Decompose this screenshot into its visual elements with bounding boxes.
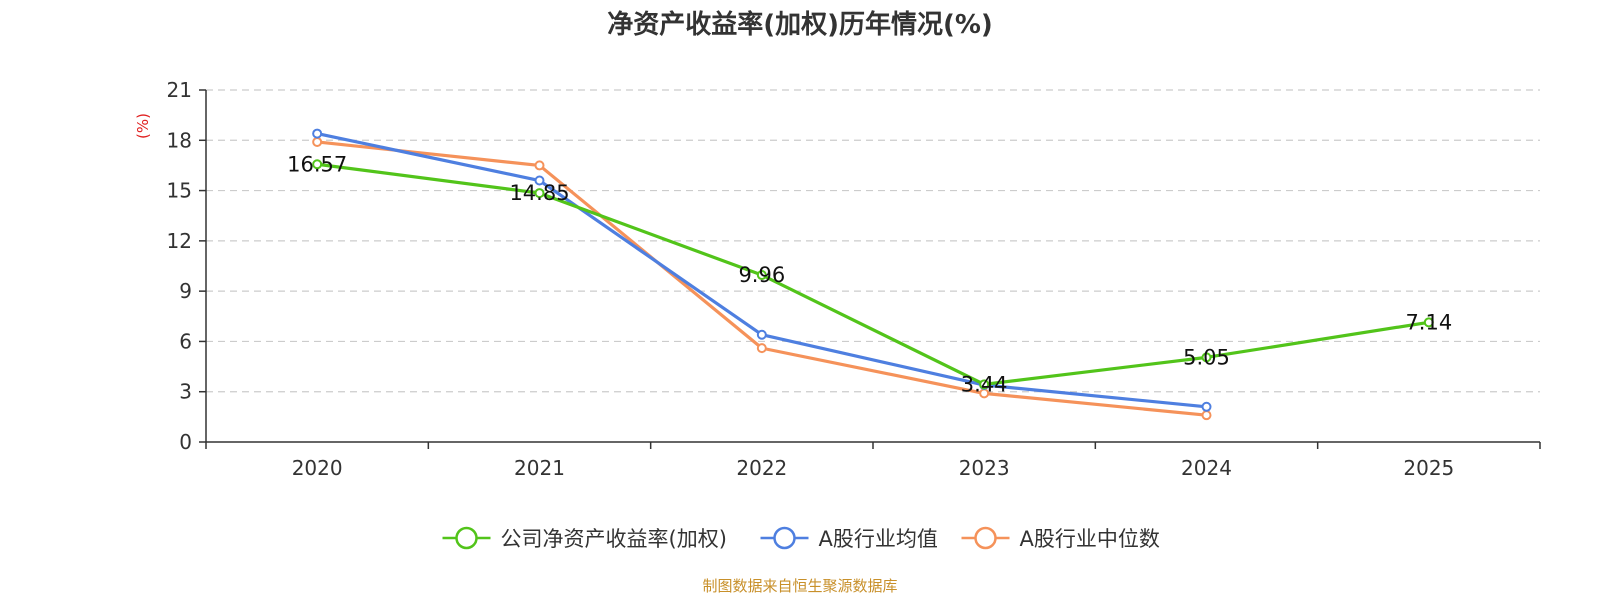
data-point[interactable] [756,329,767,340]
y-tick-label: 18 [167,128,192,152]
legend-marker-icon [455,526,478,550]
data-point[interactable] [979,379,990,390]
y-tick-label: 3 [179,380,192,404]
data-point[interactable] [756,270,767,281]
x-tick-label: 2021 [514,456,565,480]
data-point[interactable] [1423,317,1434,328]
series-layer [312,128,1434,421]
data-label: 16.57 [287,152,347,176]
y-axis-ticks: 0 3 6 9 12 15 18 21 [167,78,206,454]
chart-title: 净资产收益率(加权)历年情况(%) [607,9,993,40]
data-point[interactable] [534,188,545,199]
y-tick-label: 15 [167,179,192,203]
data-point[interactable] [756,343,767,354]
data-point[interactable] [1201,401,1212,412]
x-tick-label: 2023 [959,456,1010,480]
y-tick-label: 6 [179,329,192,353]
legend-label: A股行业均值 [819,527,938,551]
series-2 [312,136,1212,421]
data-label: 14.85 [509,181,569,205]
data-label: 3.44 [961,372,1008,396]
legend-marker-icon [974,526,997,550]
grid-lines [206,89,1540,393]
series-line [316,162,1430,386]
x-axis-ticks: 2020 2021 2022 2023 2024 2025 [205,442,1541,480]
data-labels: 16.57 14.85 9.96 3.44 5.05 7.14 [287,152,1452,396]
data-point[interactable] [534,160,545,171]
data-label: 9.96 [738,263,785,287]
data-point[interactable] [1201,352,1212,363]
axes [205,90,1540,443]
legend[interactable]: 公司净资产收益率(加权) A股行业均值 A股行业中位数 [442,526,1160,551]
data-point[interactable] [312,136,323,147]
data-point[interactable] [1201,410,1212,421]
series-0 [312,159,1434,390]
y-tick-label: 0 [179,430,192,454]
source-note: 制图数据来自恒生聚源数据库 [702,577,897,595]
x-tick-label: 2020 [292,456,343,480]
data-label: 7.14 [1405,310,1452,334]
x-tick-label: 2024 [1181,456,1232,480]
legend-label: 公司净资产收益率(加权) [501,527,727,551]
legend-item[interactable]: A股行业均值 [760,526,938,551]
y-tick-label: 21 [167,78,192,102]
data-label: 5.05 [1183,345,1230,369]
x-tick-label: 2025 [1403,456,1454,480]
y-tick-label: 12 [167,229,192,253]
legend-label: A股行业中位数 [1020,527,1160,551]
data-point[interactable] [312,159,323,170]
y-axis-unit-label: (%) [134,113,152,139]
x-tick-label: 2022 [736,456,787,480]
legend-marker-icon [773,526,796,550]
data-point[interactable] [534,175,545,186]
legend-item[interactable]: 公司净资产收益率(加权) [442,526,727,551]
y-tick-label: 9 [179,279,192,303]
legend-item[interactable]: A股行业中位数 [961,526,1160,551]
data-point[interactable] [312,128,323,139]
